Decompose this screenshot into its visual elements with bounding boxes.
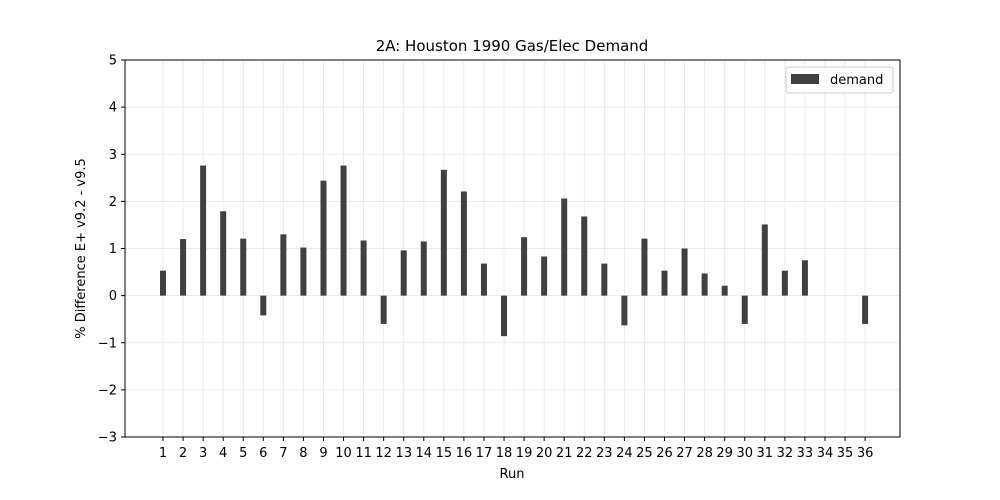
x-tick-label: 3 <box>199 446 207 461</box>
x-tick-label: 10 <box>335 446 352 461</box>
x-axis-title: Run <box>500 467 525 482</box>
y-tick-label: 4 <box>109 101 117 116</box>
bar-run-24 <box>621 295 628 326</box>
legend-box <box>785 66 894 94</box>
x-tick-label: 35 <box>837 446 854 461</box>
x-tick-label: 34 <box>817 446 834 461</box>
x-tick-label: 13 <box>395 446 412 461</box>
bar-run-27 <box>681 248 688 296</box>
y-tick-label: −1 <box>98 336 117 351</box>
y-tick-label: 5 <box>109 54 117 69</box>
y-tick-label: 2 <box>109 195 117 210</box>
bar-run-31 <box>761 224 768 296</box>
bar-run-36 <box>862 295 869 324</box>
y-tick-label: 3 <box>109 148 117 163</box>
bar-run-25 <box>641 238 648 296</box>
x-tick-label: 24 <box>616 446 633 461</box>
x-tick-label: 30 <box>736 446 753 461</box>
legend: demand <box>785 66 894 94</box>
x-tick-label: 32 <box>777 446 794 461</box>
bar-run-14 <box>420 241 427 296</box>
legend-swatch <box>791 74 819 84</box>
x-tick-label: 20 <box>536 446 553 461</box>
x-tick-label: 21 <box>556 446 573 461</box>
chart-title: 2A: Houston 1990 Gas/Elec Demand <box>376 37 649 55</box>
bar-run-28 <box>701 273 708 296</box>
bar-run-16 <box>460 191 467 296</box>
bar-run-15 <box>440 169 447 296</box>
y-tick-label: 1 <box>109 242 117 257</box>
x-tick-label: 11 <box>355 446 372 461</box>
bar-run-5 <box>240 238 247 296</box>
bar-run-23 <box>601 263 608 296</box>
bar-run-1 <box>160 270 166 296</box>
bar-run-18 <box>501 295 508 337</box>
x-tick-label: 5 <box>239 446 247 461</box>
x-axis: 1 2 3 4 5 6 7 8 9 10 11 12 13 14 15 16 17 18 19 20 21 22 23 24 2… <box>159 437 874 461</box>
bar-run-29 <box>721 285 728 296</box>
x-tick-label: 36 <box>857 446 874 461</box>
bar-run-26 <box>661 270 668 296</box>
y-tick-label: −2 <box>98 383 117 398</box>
y-axis-title: % Difference E+ v9.2 - v9.5 <box>74 158 89 339</box>
bar-run-17 <box>480 263 487 296</box>
bar-run-3 <box>200 165 207 296</box>
x-tick-label: 19 <box>516 446 533 461</box>
bar-run-11 <box>360 240 367 296</box>
x-tick-label: 31 <box>757 446 774 461</box>
x-tick-label: 2 <box>179 446 187 461</box>
bar-run-8 <box>300 247 307 296</box>
x-tick-label: 4 <box>219 446 227 461</box>
bar-run-33 <box>801 260 808 296</box>
x-tick-label: 33 <box>797 446 814 461</box>
x-tick-label: 29 <box>716 446 733 461</box>
x-tick-label: 22 <box>576 446 593 461</box>
x-tick-label: 12 <box>375 446 392 461</box>
bar-run-30 <box>741 295 748 324</box>
x-tick-label: 23 <box>596 446 613 461</box>
x-tick-label: 15 <box>436 446 453 461</box>
bar-run-22 <box>581 216 588 296</box>
bar-run-6 <box>260 295 267 316</box>
bar-run-2 <box>180 239 187 296</box>
x-tick-label: 17 <box>476 446 493 461</box>
y-tick-label: −3 <box>98 431 117 446</box>
x-tick-label: 28 <box>696 446 713 461</box>
bar-run-32 <box>781 270 788 296</box>
bar-run-19 <box>521 237 528 296</box>
x-tick-label: 26 <box>656 446 673 461</box>
bar-run-9 <box>320 180 327 296</box>
x-tick-label: 18 <box>496 446 513 461</box>
bar-run-13 <box>400 250 407 296</box>
bar-run-10 <box>340 165 347 296</box>
bar-run-7 <box>280 234 287 296</box>
bar-run-12 <box>380 295 387 324</box>
bar-run-20 <box>541 256 548 296</box>
y-axis: −3 −2 −1 0 1 2 3 4 5 <box>98 54 125 446</box>
bar-run-21 <box>561 198 568 296</box>
x-tick-label: 8 <box>299 446 307 461</box>
bar-run-4 <box>220 211 227 296</box>
y-tick-label: 0 <box>109 289 117 304</box>
x-tick-label: 16 <box>456 446 473 461</box>
x-tick-label: 14 <box>416 446 433 461</box>
x-tick-label: 9 <box>319 446 327 461</box>
x-tick-label: 25 <box>636 446 653 461</box>
x-tick-label: 6 <box>259 446 267 461</box>
x-tick-label: 27 <box>676 446 693 461</box>
bars <box>160 165 869 337</box>
x-tick-label: 1 <box>159 446 167 461</box>
x-tick-label: 7 <box>279 446 287 461</box>
legend-label: demand <box>830 73 883 88</box>
